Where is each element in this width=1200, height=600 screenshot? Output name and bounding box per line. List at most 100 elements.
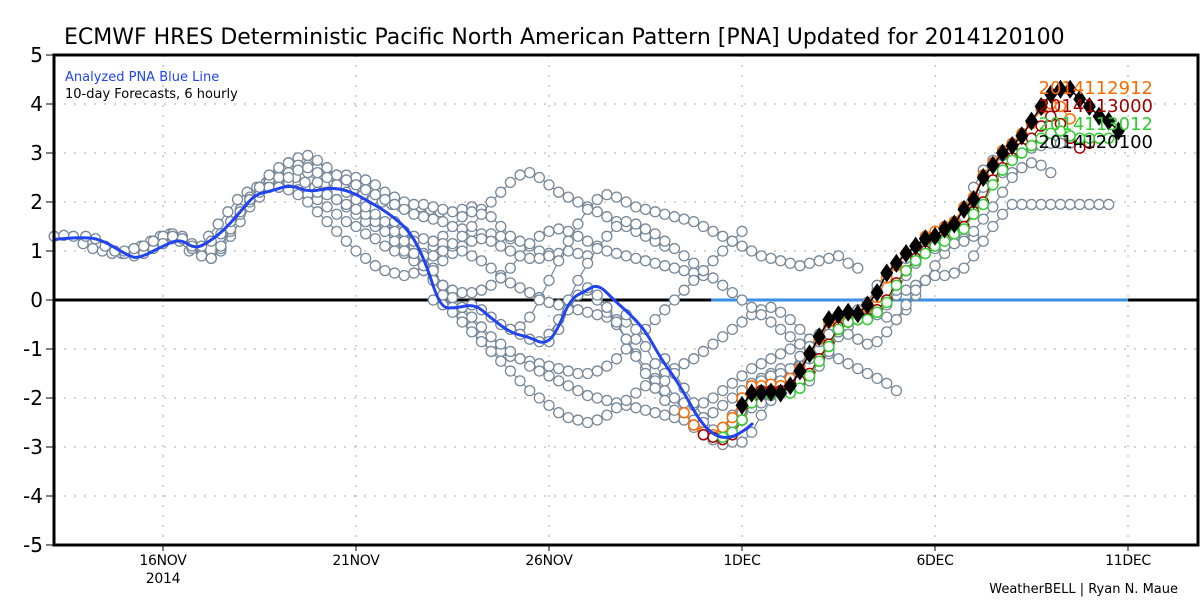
ensemble-forecast-point (591, 414, 603, 426)
ensemble-forecast-point (668, 262, 681, 274)
ensemble-forecast-point (292, 188, 304, 201)
recent-run-3-point (813, 355, 825, 367)
ensemble-forecast-point (514, 282, 526, 294)
ensemble-forecast-point (639, 340, 652, 353)
ensemble-forecast-point (746, 426, 758, 438)
legend-forecasts: 10-day Forecasts, 6 hourly (65, 87, 238, 102)
ensemble-forecast-point (678, 264, 690, 277)
ensemble-forecast-point (601, 409, 613, 421)
ensemble-forecast-point (668, 294, 681, 306)
ensemble-forecast-point (746, 362, 758, 375)
ensemble-forecast-point (591, 242, 603, 255)
ensemble-forecast-point (774, 323, 787, 336)
ensemble-forecast-point (147, 235, 160, 247)
ensemble-forecast-point (553, 299, 565, 311)
ensemble-forecast-point (331, 225, 343, 238)
deterministic-point (889, 253, 903, 273)
ensemble-forecast-point (697, 264, 710, 277)
deterministic-point (1102, 111, 1116, 131)
ensemble-forecast-point (504, 176, 517, 189)
ensemble-forecast-point (456, 211, 468, 223)
ensemble-forecast-point (572, 230, 584, 242)
ensemble-forecast-point (765, 316, 777, 328)
ensemble-forecast-point (948, 237, 960, 250)
x-tick-label: 11DEC (1105, 553, 1151, 569)
ensemble-forecast-point (765, 301, 777, 314)
ensemble-forecast-point (369, 188, 381, 201)
ensemble-forecast-point (321, 201, 333, 213)
ensemble-forecast-point (408, 267, 420, 279)
ensemble-forecast-point (195, 250, 208, 262)
ensemble-forecast-point (726, 392, 738, 404)
ensemble-forecast-point (697, 397, 710, 409)
y-tick-label: 4 (30, 92, 43, 116)
ensemble-forecast-point (553, 362, 565, 375)
ensemble-forecast-point (446, 206, 459, 218)
recent-run-3-point (1054, 125, 1067, 137)
ensemble-forecast-point (504, 245, 517, 257)
ensemble-forecast-point (253, 181, 266, 193)
ensemble-forecast-point (794, 323, 806, 336)
ensemble-forecast-point (639, 203, 652, 216)
ensemble-forecast-point (649, 228, 661, 240)
ensemble-forecast-point (630, 323, 642, 336)
ensemble-forecast-point (755, 358, 767, 370)
ensemble-forecast-point (437, 215, 449, 228)
ensemble-forecast-point (437, 203, 449, 216)
x-axis-ticks: 16NOV 2014 21NOV 26NOV 1DEC 6DEC 11DEC (139, 545, 1152, 587)
ensemble-forecast-point (668, 392, 681, 404)
ensemble-forecast-point (369, 260, 381, 272)
ensemble-forecast-point (466, 286, 478, 299)
ensemble-forecast-point (273, 162, 285, 174)
ensemble-forecast-point (359, 184, 372, 196)
recent-run-3-point (900, 264, 912, 277)
analyzed-series (54, 185, 754, 439)
recent-run-3-point (1035, 132, 1047, 145)
ensemble-forecast-point (996, 208, 1009, 220)
recent-run-3-point (977, 198, 989, 211)
ensemble-forecast-point (485, 196, 497, 208)
ensemble-forecast-point (340, 174, 353, 186)
ensemble-forecast-point (688, 257, 700, 269)
ensemble-forecast-point (524, 237, 536, 250)
recent-run-3-point (1016, 147, 1028, 159)
ensemble-forecast-point (379, 215, 391, 228)
ensemble-forecast-point (678, 213, 690, 225)
ensemble-forecast-point (495, 272, 507, 284)
y-tick-label: -2 (23, 386, 43, 410)
ensemble-forecast-point (601, 301, 613, 314)
ensemble-forecast-point (601, 230, 613, 242)
ensemble-forecast-point (996, 186, 1009, 198)
ensemble-forecast-point (128, 242, 140, 255)
ensemble-forecast-point (620, 215, 632, 228)
ensemble-forecast-point (717, 279, 729, 291)
ensemble-forecast-point (231, 193, 244, 206)
ensemble-forecast-point (755, 309, 767, 321)
ensemble-forecast-point (1035, 198, 1047, 211)
ensemble-forecast-point (292, 164, 304, 176)
x-tick-label: 16NOV (139, 553, 187, 569)
ensemble-forecast-point (311, 176, 324, 189)
recent-run-3-point (736, 414, 748, 426)
ensemble-forecast-point (591, 289, 603, 301)
ensemble-forecast-point (504, 345, 517, 358)
recent-run-3-point (794, 382, 806, 394)
ensemble-forecast-point (543, 179, 555, 191)
recent-run-2-point (1045, 110, 1057, 122)
ensemble-forecast-point (958, 235, 970, 247)
ensemble-forecast-point (697, 345, 710, 358)
ensemble-forecast-point (910, 284, 922, 296)
deterministic-point (1073, 89, 1087, 109)
ensemble-forecast-point (427, 250, 439, 262)
ensemble-forecast-point (948, 267, 960, 279)
ensemble-forecast-point (852, 333, 864, 345)
deterministic-point (1034, 96, 1048, 116)
ensemble-forecast-point (543, 225, 555, 238)
ensemble-forecast-point (572, 414, 584, 426)
deterministic-point (1005, 136, 1019, 156)
ensemble-forecast-point (1045, 198, 1057, 211)
ensemble-forecast-point (524, 384, 536, 397)
ensemble-forecast-point (871, 335, 883, 348)
ensemble-forecast-point (852, 262, 864, 274)
ensemble-forecast-point (437, 255, 449, 267)
